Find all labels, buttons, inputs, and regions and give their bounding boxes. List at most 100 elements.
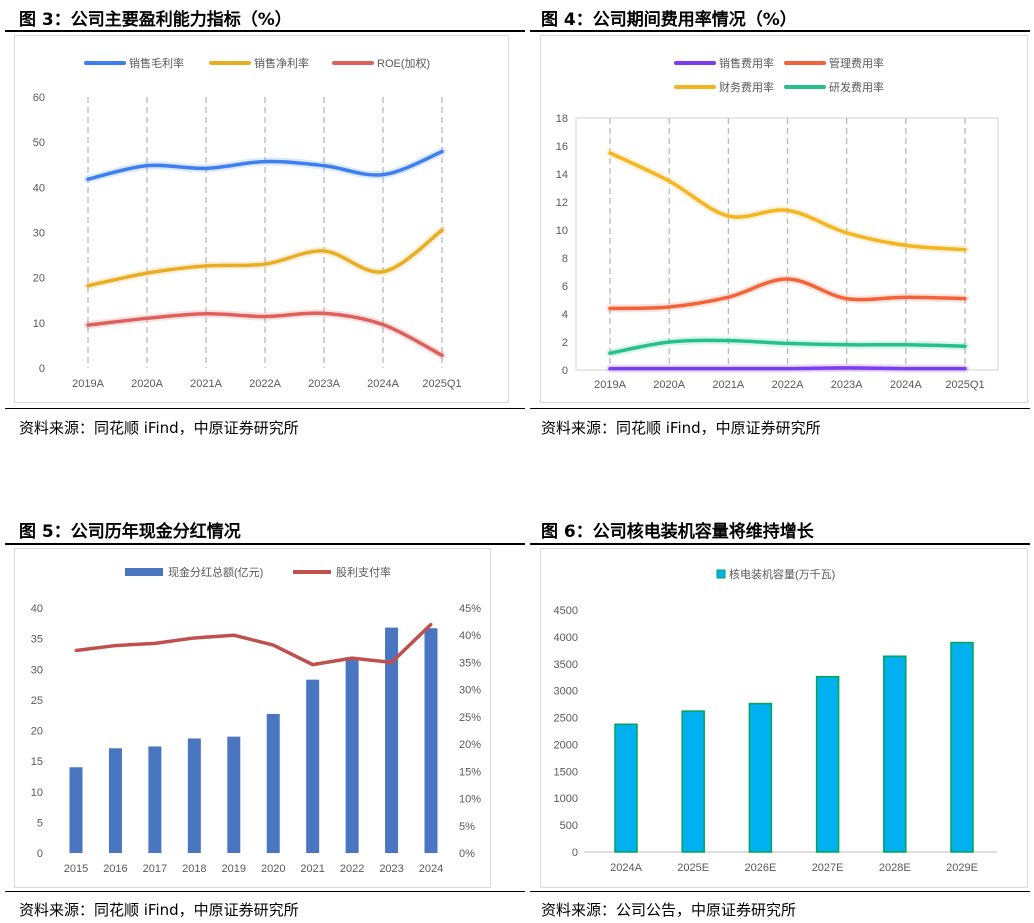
figure-3-source: 资料来源：同花顺 iFind，中原证券研究所 — [19, 419, 299, 437]
legend-label: 销售费用率 — [719, 56, 774, 70]
legend-swatch — [125, 568, 163, 576]
figure-4-title: 图 4：公司期间费用率情况（%） — [541, 10, 797, 30]
bar — [748, 702, 773, 853]
series-line — [75, 623, 433, 667]
data-point — [232, 633, 236, 637]
legend-label: 财务费用率 — [719, 80, 774, 94]
data-point — [963, 248, 967, 252]
x-tick-label: 2025Q1 — [945, 379, 984, 391]
y-tick-label: 500 — [560, 820, 578, 832]
figure-5-title: 图 5：公司历年现金分红情况 — [19, 522, 241, 542]
x-tick-label: 2022A — [772, 379, 804, 391]
x-tick-label: 2022A — [249, 378, 281, 390]
y2-tick-label: 40% — [459, 630, 481, 642]
bar — [108, 748, 122, 853]
data-point — [263, 262, 267, 266]
data-point — [381, 270, 385, 274]
data-point — [726, 295, 730, 299]
data-point — [786, 277, 789, 281]
y-tick-label: 2500 — [554, 713, 578, 725]
x-tick-label: 2022 — [340, 863, 364, 875]
bar — [345, 657, 359, 853]
data-point — [608, 306, 612, 310]
x-tick-label: 2024A — [890, 379, 922, 391]
data-point — [904, 243, 908, 247]
y2-tick-label: 20% — [459, 739, 481, 751]
data-point — [963, 344, 967, 348]
data-point — [74, 648, 78, 652]
bar — [187, 738, 201, 853]
x-tick-label: 2018 — [182, 863, 206, 875]
y2-tick-label: 35% — [459, 657, 481, 669]
data-point — [429, 622, 433, 626]
y-tick-label: 0 — [39, 363, 45, 375]
figure-4-top-rule — [530, 30, 1030, 32]
data-point — [845, 297, 849, 301]
data-point — [845, 231, 849, 235]
figure-4-bottom-rule — [530, 408, 1030, 409]
bar — [614, 723, 638, 853]
y2-tick-label: 25% — [459, 712, 481, 724]
y-tick-label: 8 — [562, 253, 568, 265]
data-point — [322, 164, 326, 168]
data-point — [86, 323, 90, 327]
y-tick-label: 1000 — [554, 793, 578, 805]
y-tick-label: 20 — [31, 726, 43, 738]
figure-6-top-rule — [530, 543, 1030, 545]
x-tick-label: 2024A — [610, 862, 642, 874]
x-tick-label: 2026E — [744, 862, 776, 874]
data-point — [381, 323, 385, 327]
x-tick-label: 2020A — [131, 378, 163, 390]
x-tick-label: 2024A — [367, 378, 399, 390]
y-tick-label: 10 — [31, 787, 43, 799]
legend-swatch — [716, 569, 726, 579]
x-tick-label: 2017 — [143, 863, 167, 875]
x-tick-label: 2025Q1 — [422, 378, 461, 390]
y-tick-label: 5 — [37, 817, 43, 829]
data-point — [667, 305, 671, 309]
x-tick-label: 2023A — [831, 379, 863, 391]
x-tick-label: 2019A — [72, 378, 104, 390]
figure-6-bottom-rule — [530, 891, 1030, 892]
figure-3-top-rule — [5, 30, 525, 32]
bar — [681, 710, 705, 853]
data-point — [786, 208, 789, 212]
data-point — [311, 663, 315, 667]
x-tick-label: 2023A — [308, 378, 340, 390]
data-point — [381, 173, 385, 177]
figure-5-chart: 0 5 10 15 20 25 30 35 40 0% 5% 10% 15% 20% 25% 30% 35% 40… — [14, 548, 491, 888]
data-point — [726, 367, 730, 371]
y-tick-label: 2000 — [554, 739, 578, 751]
data-point — [86, 284, 90, 288]
bar — [306, 679, 320, 853]
figure-3-chart: 0 10 20 30 40 50 60 2019A 2020A 2021A 2022A 2023A 20… — [14, 35, 509, 403]
x-tick-label: 2016 — [103, 863, 127, 875]
data-point — [263, 315, 267, 319]
y-tick-label: 18 — [556, 113, 568, 125]
y-tick-label: 4500 — [554, 605, 578, 617]
y-tick-label: 15 — [31, 756, 43, 768]
x-tick-label: 2015 — [64, 863, 88, 875]
data-point — [145, 271, 149, 275]
figure-4-source: 资料来源：同花顺 iFind，中原证券研究所 — [541, 419, 821, 437]
data-point — [145, 316, 149, 320]
data-point — [963, 367, 967, 371]
y2-tick-label: 15% — [459, 766, 481, 778]
y2-tick-label: 10% — [459, 794, 481, 806]
legend-label: 销售毛利率 — [129, 56, 184, 70]
figure-6-title: 图 6：公司核电装机容量将维持增长 — [541, 522, 814, 542]
y-tick-label: 60 — [33, 92, 45, 104]
y2-tick-label: 0% — [459, 848, 475, 860]
data-point — [904, 367, 908, 371]
y-tick-label: 30 — [33, 228, 45, 240]
data-point — [786, 367, 789, 371]
data-point — [271, 643, 275, 647]
data-point — [726, 339, 730, 343]
data-point — [904, 343, 908, 347]
figure-5-source: 资料来源：同花顺 iFind，中原证券研究所 — [19, 901, 299, 919]
y-tick-label: 16 — [556, 141, 568, 153]
legend-label: 销售净利率 — [254, 56, 309, 70]
figure-5-bottom-rule — [5, 891, 525, 892]
y2-tick-label: 45% — [459, 603, 481, 615]
y-tick-label: 1500 — [554, 766, 578, 778]
